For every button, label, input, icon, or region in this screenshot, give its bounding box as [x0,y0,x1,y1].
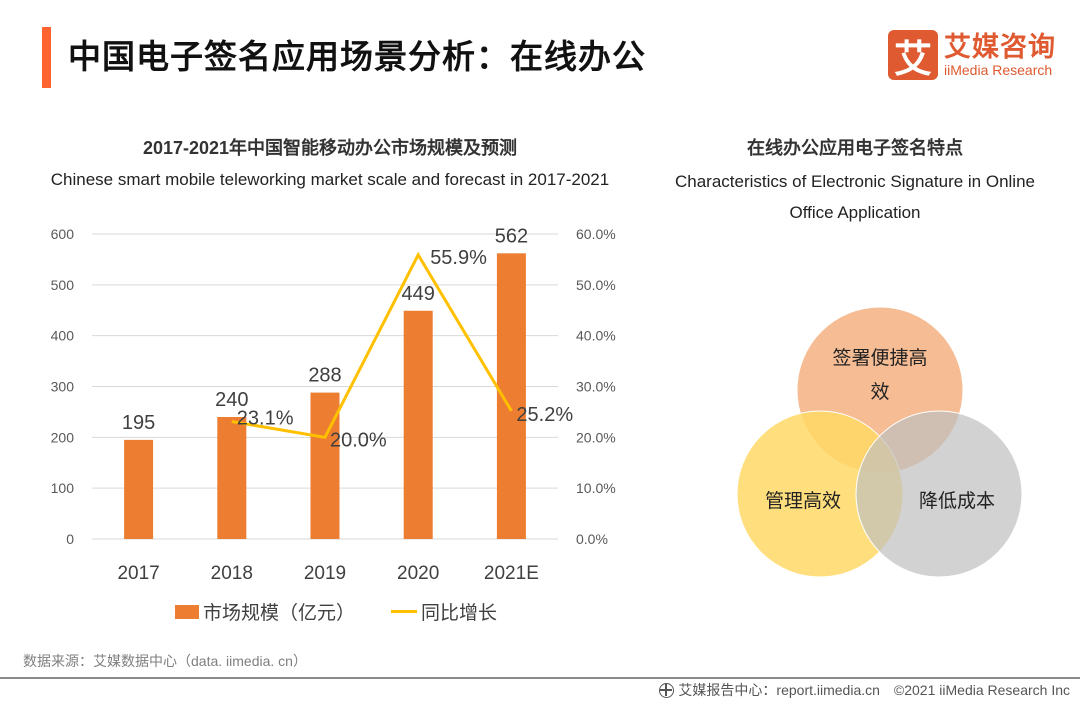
chart-legend: 市场规模（亿元） 同比增长 [175,598,497,625]
y-right-tick-label: 40.0% [576,328,616,344]
bar-data-label: 195 [122,412,155,434]
bar-data-label: 562 [495,225,528,247]
venn-circle-cost [855,410,1023,578]
footer-report-center[interactable]: 艾媒报告中心：report.iimedia.cn [678,682,880,698]
y-left-tick-label: 300 [51,379,75,395]
y-left-tick-label: 500 [51,277,75,293]
logo-en-text: iiMedia Research [944,62,1053,78]
footer-divider [0,677,1080,679]
line-data-label: 23.1% [237,408,294,430]
chart-subtitle: Chinese smart mobile teleworking market … [50,170,610,189]
venn-title: 在线办公应用电子签名特点 [747,138,963,158]
bar-data-label: 240 [215,389,248,411]
line-data-label: 20.0% [330,429,387,451]
venn-subtitle: Characteristics of Electronic Signature … [650,166,1060,228]
bar [124,439,154,539]
y-right-tick-label: 50.0% [576,277,616,293]
globe-icon [659,682,675,698]
y-right-tick-label: 0.0% [576,531,608,547]
title-accent-bar [42,27,51,88]
legend-bar-label: 市场规模（亿元） [203,603,356,624]
venn-label-cost: 降低成本 [919,490,995,512]
venn-label-signing-1: 签署便捷高 [832,347,927,369]
bar [403,310,433,539]
legend-bar-swatch [175,604,199,619]
x-tick-label: 2018 [211,563,253,584]
venn-label-management: 管理高效 [765,490,841,512]
x-tick-label: 2017 [117,563,159,584]
market-scale-chart: 0 100 200 300 400 500 600 0.0% 10.0% 20.0% 30.0% 40… [51,225,616,584]
iimedia-logo: 艾 艾媒咨询 iiMedia Research [888,30,1056,81]
y-left-tick-label: 200 [51,429,75,445]
x-tick-label: 2020 [397,563,439,584]
bar-data-label: 449 [402,283,435,305]
line-data-label: 55.9% [430,247,487,269]
logo-mark-icon: 艾 [888,30,938,81]
y-right-tick-label: 30.0% [576,379,616,395]
footer: 艾媒报告中心：report.iimedia.cn ©2021 iiMedia R… [659,680,1070,700]
y-right-tick-label: 20.0% [576,429,616,445]
footer-copyright: ©2021 iiMedia Research Inc [893,682,1070,698]
y-right-tick-label: 10.0% [576,480,616,496]
x-tick-label: 2021E [484,563,539,584]
data-source: 数据来源：艾媒数据中心（data. iimedia. cn） [23,653,307,669]
y-left-tick-label: 600 [51,226,75,242]
line-data-label: 25.2% [516,404,573,426]
page-title: 中国电子签名应用场景分析：在线办公 [68,38,646,75]
y-left-tick-label: 100 [51,480,75,496]
chart-title: 2017-2021年中国智能移动办公市场规模及预测 [142,138,518,158]
y-left-tick-label: 400 [51,328,75,344]
x-tick-label: 2019 [304,563,346,584]
venn-subtitle-line1: Characteristics of Electronic Signature … [675,172,1035,191]
venn-diagram: 签署便捷高 效 管理高效 降低成本 [736,306,1023,578]
y-left-tick-label: 0 [66,531,74,547]
bar [217,417,247,539]
bar-data-label: 288 [308,365,341,387]
legend-line-label: 同比增长 [421,603,498,624]
venn-label-signing-2: 效 [870,381,889,403]
logo-cn-text: 艾媒咨询 [944,32,1056,62]
venn-subtitle-line2: Office Application [789,203,921,222]
y-right-tick-label: 60.0% [576,226,616,242]
growth-line [231,251,513,439]
legend-line-swatch [391,610,418,613]
